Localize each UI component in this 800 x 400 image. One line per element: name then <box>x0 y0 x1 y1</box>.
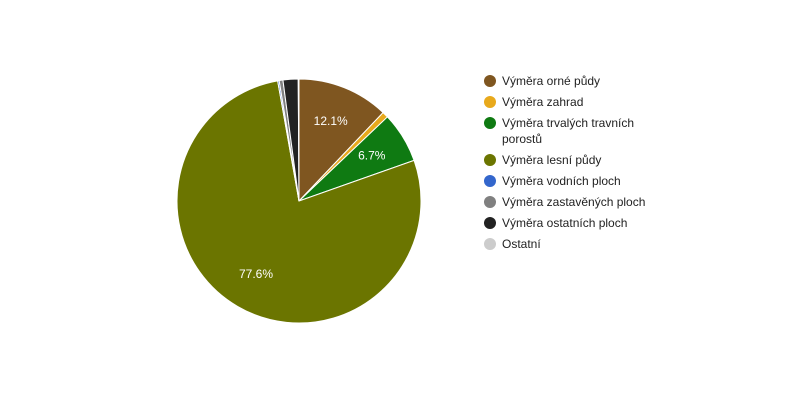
legend-swatch <box>484 75 496 87</box>
slice-label: 12.1% <box>314 114 348 128</box>
pie-slice <box>297 78 300 202</box>
legend-swatch <box>484 196 496 208</box>
legend-label: Ostatní <box>502 237 541 251</box>
legend-item: Výměra lesní půdy <box>484 152 674 168</box>
legend-label: Výměra lesní půdy <box>502 153 602 167</box>
legend-swatch <box>484 238 496 250</box>
legend-label: Výměra orné půdy <box>502 74 601 88</box>
legend-label: Výměra vodních ploch <box>502 174 621 188</box>
slice-label: 6.7% <box>358 149 386 163</box>
legend-label: Výměra zastavěných ploch <box>502 195 646 209</box>
legend-swatch <box>484 96 496 108</box>
legend-item: Výměra vodních ploch <box>484 173 674 189</box>
legend: Výměra orné půdy Výměra zahrad Výměra trva… <box>484 73 674 257</box>
legend-swatch <box>484 175 496 187</box>
legend-item: Výměra orné půdy <box>484 73 674 89</box>
legend-swatch <box>484 217 496 229</box>
legend-label: Výměra ostatních ploch <box>502 216 628 230</box>
legend-label: Výměra trvalých travních porostů <box>502 116 635 146</box>
legend-label: Výměra zahrad <box>502 95 584 109</box>
legend-item: Výměra zastavěných ploch <box>484 194 674 210</box>
legend-item: Výměra ostatních ploch <box>484 215 674 231</box>
legend-item: Ostatní <box>484 236 674 252</box>
legend-item: Výměra zahrad <box>484 94 674 110</box>
legend-swatch <box>484 154 496 166</box>
pie-slice <box>298 78 384 203</box>
slice-label: 77.6% <box>239 267 273 281</box>
legend-item: Výměra trvalých travních porostů <box>484 115 674 147</box>
legend-swatch <box>484 117 496 129</box>
pie-slice <box>176 80 422 324</box>
